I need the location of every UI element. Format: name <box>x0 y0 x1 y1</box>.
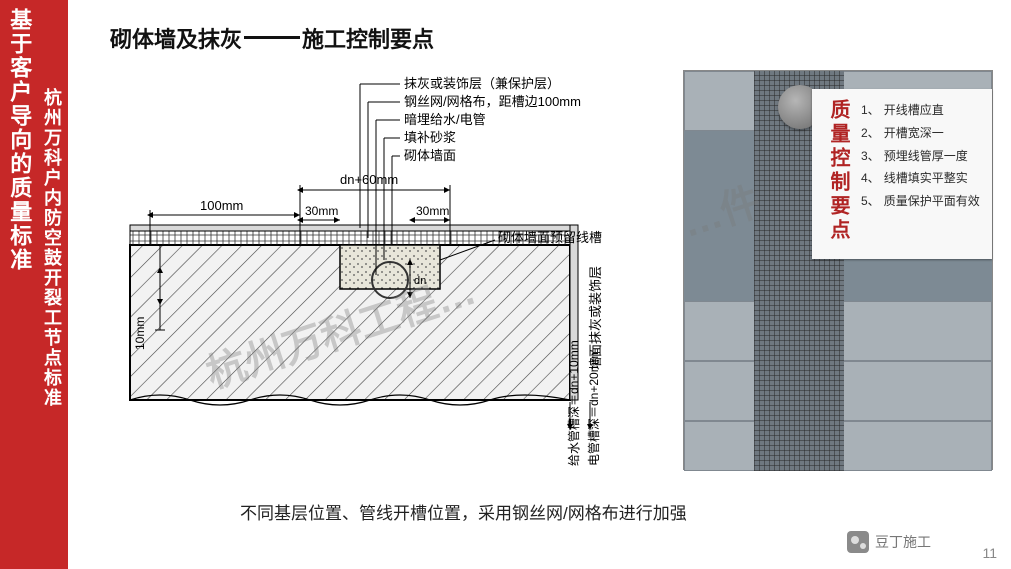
dim-30r: 30mm <box>416 204 449 218</box>
construction-diagram: 抹灰或装饰层（兼保护层） 钢丝网/网格布，距槽边100mm 暗埋给水/电管 填补… <box>100 70 670 470</box>
dim-dn60: dn+60mm <box>340 172 398 187</box>
label-mesh: 钢丝网/网格布，距槽边100mm <box>404 94 581 109</box>
label-depth1: 给水管槽深＝dn+10mm <box>566 340 581 466</box>
wechat-footer: 豆丁施工 <box>847 531 931 553</box>
sign-title: 质量控制要点 <box>824 99 853 249</box>
sign-item: 4、线槽填实平整实 <box>861 167 980 190</box>
page-title: 砌体墙及抹灰 施工控制要点 <box>110 22 434 54</box>
photo-sign: 质量控制要点 1、开线槽应直 2、开槽宽深一 3、预埋线管厚一度 4、线槽填实平… <box>812 89 992 259</box>
title-part2: 施工控制要点 <box>302 27 434 52</box>
dim-10: 10mm <box>133 317 147 350</box>
dim-dn: dn <box>414 275 426 287</box>
label-pipe: 暗埋给水/电管 <box>404 112 486 127</box>
sign-item: 2、开槽宽深一 <box>861 122 980 145</box>
wechat-icon <box>847 531 869 553</box>
site-photo: 质量控制要点 1、开线槽应直 2、开槽宽深一 3、预埋线管厚一度 4、线槽填实平… <box>683 70 993 470</box>
sign-list: 1、开线槽应直 2、开槽宽深一 3、预埋线管厚一度 4、线槽填实平整实 5、质量… <box>861 99 980 249</box>
dim-100: 100mm <box>200 198 243 213</box>
title-rule <box>244 36 300 39</box>
label-groove: 砌体墙面预留线槽 <box>498 230 602 245</box>
sign-item: 5、质量保护平面有效 <box>861 190 980 213</box>
wechat-label: 豆丁施工 <box>875 532 931 552</box>
label-plaster: 抹灰或装饰层（兼保护层） <box>404 76 560 91</box>
page-number: 11 <box>982 545 997 561</box>
diagram-caption: 不同基层位置、管线开槽位置，采用钢丝网/网格布进行加强 <box>240 499 687 524</box>
title-part1: 砌体墙及抹灰 <box>110 27 242 52</box>
sign-item: 1、开线槽应直 <box>861 99 980 122</box>
dim-30l: 30mm <box>305 204 338 218</box>
label-mortar: 填补砂浆 <box>404 130 456 145</box>
sidebar-title-1: 基于客户导向的质量标准 <box>2 8 37 272</box>
label-depth2: 电管槽深＝dn+20mm <box>586 352 601 466</box>
sidebar-title-2: 杭州万科户内防空鼓开裂工节点标准 <box>37 88 66 408</box>
sidebar: 基于客户导向的质量标准 杭州万科户内防空鼓开裂工节点标准 <box>0 0 68 569</box>
label-wall: 砌体墙面 <box>404 148 456 163</box>
sign-item: 3、预埋线管厚一度 <box>861 145 980 168</box>
